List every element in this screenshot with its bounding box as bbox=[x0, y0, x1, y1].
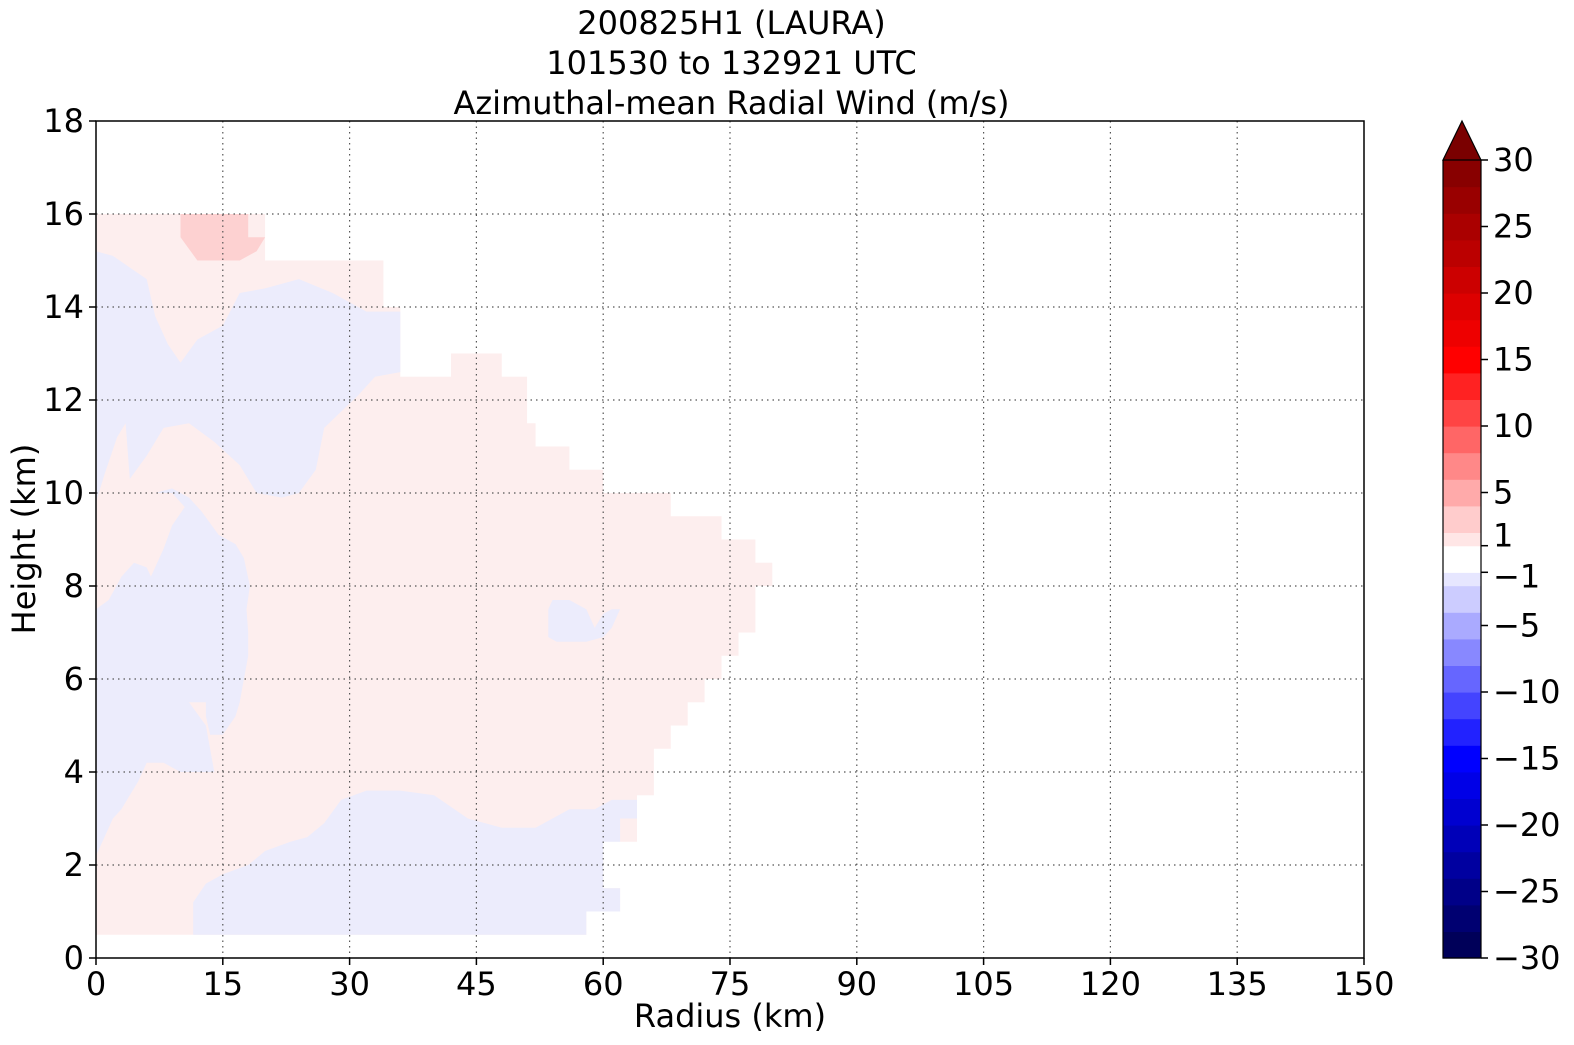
y-tick-label: 8 bbox=[64, 567, 84, 605]
colorbar-segment bbox=[1443, 771, 1481, 799]
colorbar-segment bbox=[1443, 585, 1481, 613]
colorbar-segment bbox=[1443, 638, 1481, 666]
colorbar-segment bbox=[1443, 399, 1481, 427]
grid-lines bbox=[96, 121, 1364, 958]
y-tick-label: 16 bbox=[43, 195, 84, 233]
colorbar-segment bbox=[1443, 851, 1481, 879]
colorbar-segment bbox=[1443, 692, 1481, 720]
contour-region-1 bbox=[96, 251, 401, 503]
colorbar-frame bbox=[1442, 160, 1482, 959]
colorbar-tick-label: 20 bbox=[1493, 274, 1534, 312]
colorbar-tick-label: 10 bbox=[1493, 407, 1534, 445]
x-tick-label: 0 bbox=[86, 965, 106, 1003]
x-tick-label: 90 bbox=[836, 965, 877, 1003]
contour-region-5 bbox=[548, 600, 621, 642]
y-tick-label: 0 bbox=[64, 939, 84, 977]
x-tick-label: 150 bbox=[1333, 965, 1394, 1003]
x-tick-label: 30 bbox=[329, 965, 370, 1003]
colorbar-segment bbox=[1443, 213, 1481, 241]
colorbar-segment bbox=[1443, 426, 1481, 454]
x-tick-label: 15 bbox=[202, 965, 243, 1003]
x-tick-label: 105 bbox=[953, 965, 1014, 1003]
colorbar-segment bbox=[1443, 319, 1481, 347]
y-axis-label: Height (km) bbox=[5, 444, 43, 635]
y-tick-label: 18 bbox=[43, 102, 84, 140]
colorbar-segment bbox=[1443, 545, 1481, 573]
colorbar-segment bbox=[1443, 665, 1481, 693]
x-tick-label: 60 bbox=[583, 965, 624, 1003]
colorbar-tick-label: 30 bbox=[1493, 141, 1534, 179]
colorbar-segment bbox=[1443, 798, 1481, 826]
colorbar-segment bbox=[1443, 479, 1481, 507]
colorbar-segment bbox=[1443, 825, 1481, 853]
y-tick-label: 6 bbox=[64, 660, 84, 698]
colorbar-tick-label: 5 bbox=[1493, 474, 1513, 512]
colorbar-segment bbox=[1443, 346, 1481, 374]
x-axis-label: Radius (km) bbox=[634, 997, 826, 1035]
colorbar-segment bbox=[1443, 572, 1481, 587]
colorbar-extend-arrow bbox=[1442, 119, 1482, 161]
colorbar-tick-label: −1 bbox=[1493, 557, 1540, 595]
colorbar-segment bbox=[1443, 186, 1481, 214]
y-axis: 0 2 4 6 8 10 12 14 16 18 bbox=[43, 102, 96, 977]
colorbar-segment bbox=[1443, 293, 1481, 321]
colorbar-segment bbox=[1443, 878, 1481, 906]
colorbar-segment bbox=[1443, 904, 1481, 932]
colorbar-segment bbox=[1443, 160, 1481, 188]
colorbar-tick-label: −30 bbox=[1493, 939, 1561, 977]
colorbar-segment bbox=[1443, 266, 1481, 294]
y-tick-label: 14 bbox=[43, 288, 84, 326]
chart-title-line-1: 200825H1 (LAURA) bbox=[577, 4, 886, 42]
x-tick-label: 45 bbox=[456, 965, 497, 1003]
chart-title-line-3: Azimuthal-mean Radial Wind (m/s) bbox=[453, 84, 1010, 122]
colorbar-segment bbox=[1443, 931, 1481, 959]
colorbar-tick-label: −20 bbox=[1493, 806, 1561, 844]
x-tick-label: 120 bbox=[1080, 965, 1141, 1003]
chart-title-line-2: 101530 to 132921 UTC bbox=[546, 44, 917, 82]
contour-fill-layer bbox=[96, 214, 773, 935]
colorbar-tick-label: −25 bbox=[1493, 873, 1561, 911]
colorbar-segment bbox=[1443, 239, 1481, 267]
colorbar-tick-label: −15 bbox=[1493, 740, 1561, 778]
colorbar-tick-label: −5 bbox=[1493, 607, 1540, 645]
x-tick-label: 135 bbox=[1207, 965, 1268, 1003]
colorbar-segment bbox=[1443, 532, 1481, 547]
colorbar-tick-label: 25 bbox=[1493, 208, 1534, 246]
colorbar-segment bbox=[1443, 372, 1481, 400]
colorbar-segment bbox=[1443, 452, 1481, 480]
y-tick-label: 4 bbox=[64, 753, 84, 791]
y-tick-label: 2 bbox=[64, 846, 84, 884]
x-axis: 0 15 30 45 60 75 90 105 120 135 150 bbox=[86, 958, 1395, 1003]
y-tick-label: 10 bbox=[43, 474, 84, 512]
colorbar-tick-label: 1 bbox=[1493, 517, 1513, 555]
colorbar-segment bbox=[1443, 612, 1481, 640]
colorbar-segment bbox=[1443, 745, 1481, 773]
colorbar-segment bbox=[1443, 718, 1481, 746]
y-tick-label: 12 bbox=[43, 381, 84, 419]
colorbar-segment bbox=[1443, 505, 1481, 533]
colorbar-tick-label: 15 bbox=[1493, 341, 1534, 379]
colorbar-tick-label: −10 bbox=[1493, 673, 1561, 711]
x-tick-label: 75 bbox=[710, 965, 751, 1003]
contour-region-3 bbox=[96, 562, 215, 856]
contour-region-4 bbox=[193, 790, 637, 935]
